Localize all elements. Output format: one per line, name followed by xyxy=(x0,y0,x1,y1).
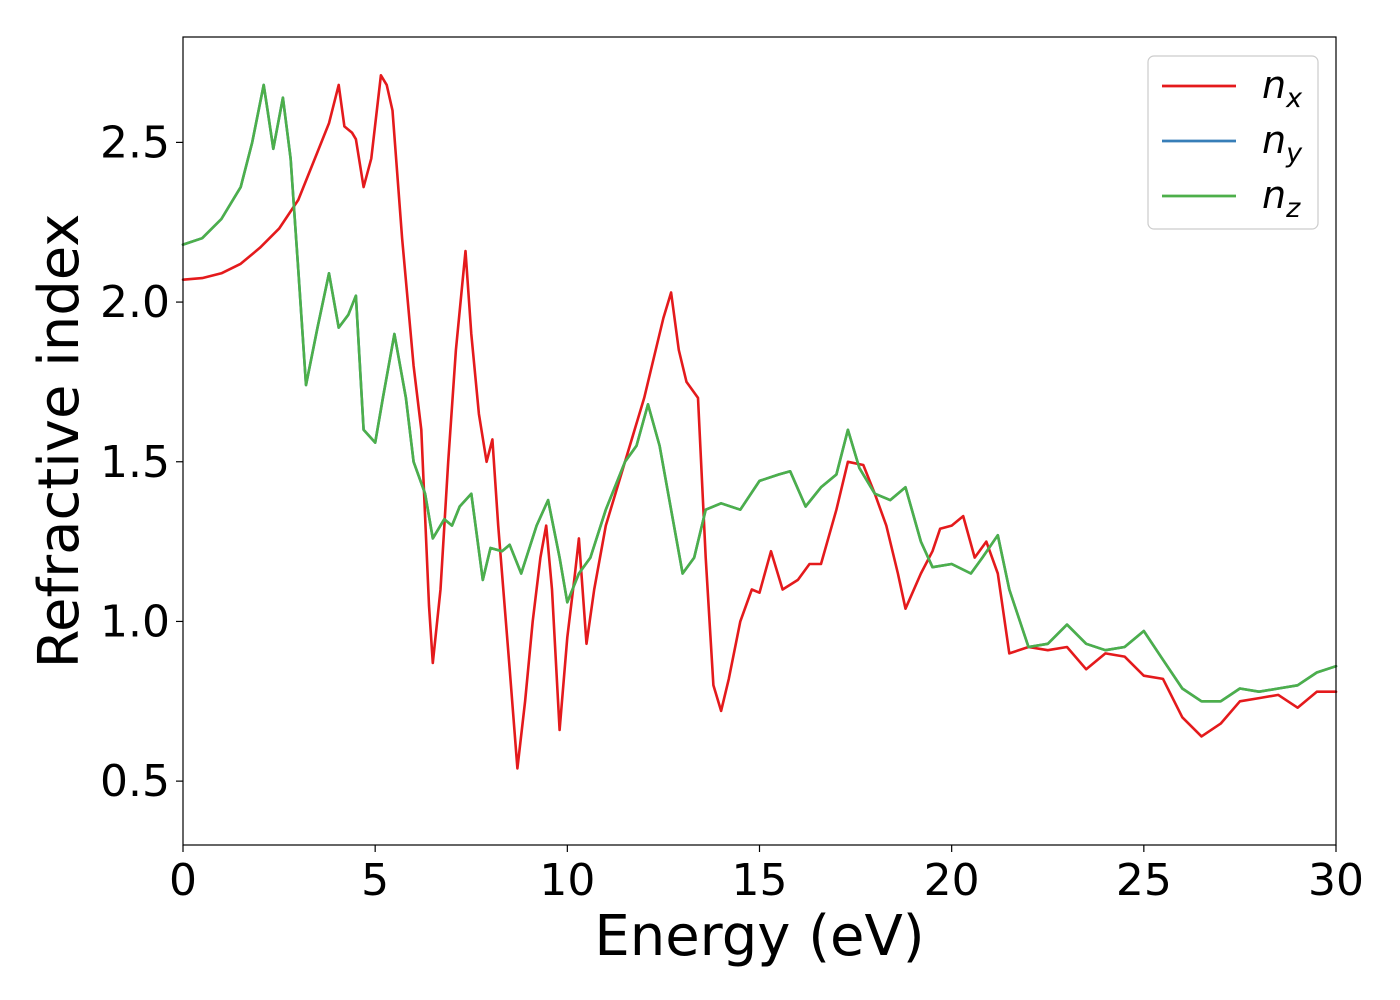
legend-label-subscript: x xyxy=(1285,83,1303,114)
legend-label-nx: nx xyxy=(1262,63,1303,114)
y-tick-label: 2.5 xyxy=(100,117,170,168)
y-tick-label: 1.0 xyxy=(100,596,170,647)
y-axis-label: Refractive index xyxy=(27,214,92,669)
x-tick-label: 5 xyxy=(361,855,389,906)
x-tick-label: 15 xyxy=(732,855,788,906)
y-axis-ticks: 0.5 1.0 1.5 2.0 2.5 xyxy=(100,117,183,807)
legend-label-ny: ny xyxy=(1262,118,1303,169)
x-tick-label: 10 xyxy=(539,855,595,906)
y-tick-label: 1.5 xyxy=(100,437,170,488)
legend-label-subscript: y xyxy=(1285,138,1303,169)
series-line-nx xyxy=(181,74,1338,770)
series-layer xyxy=(181,74,1338,770)
y-tick-label: 2.0 xyxy=(100,277,170,328)
x-tick-label: 30 xyxy=(1308,855,1364,906)
series-line-nz xyxy=(181,83,1338,703)
x-axis-label: Energy (eV) xyxy=(594,904,924,969)
x-tick-label: 0 xyxy=(169,855,197,906)
legend-box xyxy=(1147,55,1319,230)
x-tick-label: 20 xyxy=(924,855,980,906)
legend-label-subscript: z xyxy=(1285,193,1301,224)
x-axis-ticks: 0 5 10 15 20 25 30 xyxy=(169,845,1364,906)
y-tick-label: 0.5 xyxy=(100,756,170,807)
x-tick-label: 25 xyxy=(1116,855,1172,906)
